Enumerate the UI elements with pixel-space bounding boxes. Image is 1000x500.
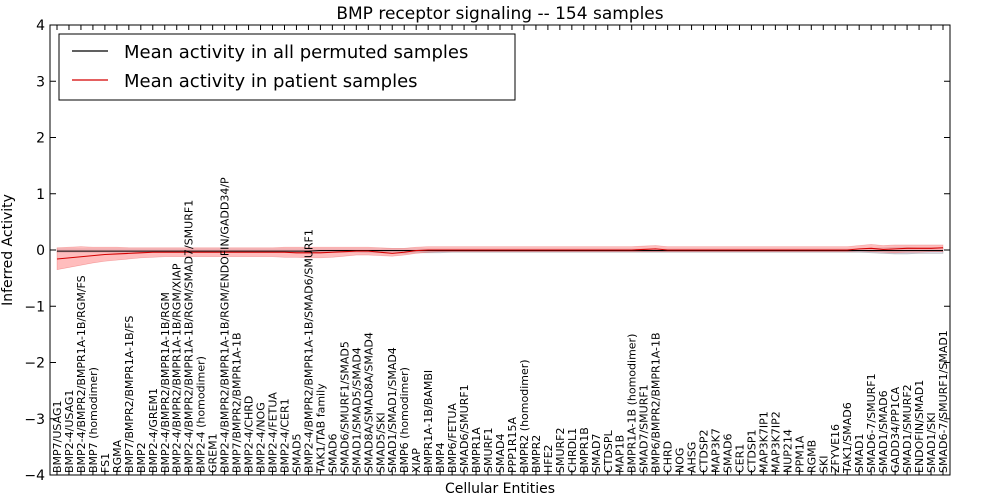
x-category-label: CTDSP1 bbox=[745, 430, 758, 473]
x-category-label: BMPR1B bbox=[578, 427, 591, 473]
x-category-label: BMP2-4/GREM1 bbox=[147, 388, 160, 473]
x-category-label: BMP2-4/BMPR2/BMPR1A-1B/RGM/FS bbox=[75, 275, 88, 473]
y-tick-label: 4 bbox=[36, 18, 45, 34]
x-category-label: SMAD1 bbox=[853, 434, 866, 473]
x-category-label: TAK1/TAB family bbox=[314, 383, 327, 474]
x-category-label: BMP2 bbox=[135, 442, 148, 473]
x-category-label: BMPR1A bbox=[470, 427, 483, 473]
x-category-label: BMP2-4/NOG bbox=[255, 402, 268, 473]
y-tick-label: −1 bbox=[24, 299, 45, 315]
x-category-label: TAK1/SMAD6 bbox=[841, 402, 854, 474]
x-category-label: SMAD7/SMURF1 bbox=[638, 384, 651, 473]
x-category-label: ENDOFIN/SMAD1 bbox=[913, 380, 926, 473]
y-tick-label: −2 bbox=[24, 356, 45, 372]
y-axis-label: Inferred Activity bbox=[0, 194, 16, 306]
x-category-label: CTDSP2 bbox=[698, 430, 711, 473]
x-category-label: BMPR2 (homodimer) bbox=[518, 359, 531, 473]
x-category-label: BMP2-4/CHRD bbox=[243, 396, 256, 473]
x-category-label: BMP6 (homodimer) bbox=[398, 367, 411, 473]
x-category-label: SMURF2 bbox=[554, 427, 567, 473]
line-series-0 bbox=[57, 250, 943, 252]
x-category-label: SMAD6 bbox=[721, 434, 734, 473]
x-category-label: BMP2-4 (homodimer) bbox=[195, 356, 208, 473]
x-category-label: SMAD6 bbox=[326, 434, 339, 473]
x-category-label: BMP2-4/FETUA bbox=[267, 392, 280, 473]
x-category-label: CER1 bbox=[733, 444, 746, 473]
x-category-label: AHSG bbox=[686, 442, 699, 473]
legend-label-permuted: Mean activity in all permuted samples bbox=[124, 42, 468, 63]
x-category-label: BMP2-4/BMPR2/BMPR1A-1B/SMAD6/SMURF1 bbox=[302, 229, 315, 473]
x-category-label: BMP2-4/BMPR2/BMPR1A-1B/RGM bbox=[159, 292, 172, 473]
x-category-label: CHRD bbox=[662, 441, 675, 473]
x-category-label: HFE2 bbox=[542, 444, 555, 473]
x-category-label: BMPR1A-1B (homodimer) bbox=[626, 334, 639, 473]
x-category-label: SMAD6/SMURF1 bbox=[458, 384, 471, 473]
x-category-label: SMAD1/SMAD1/SMAD4 bbox=[386, 347, 399, 473]
x-category-label: BMP7/BMPR2/BMPR1A-1B/FS bbox=[123, 316, 136, 473]
x-category-label: CTDSPL bbox=[602, 430, 615, 473]
x-category-label: SMAD7 bbox=[590, 434, 603, 473]
x-category-label: SMAD1/SMAD5/SMAD4 bbox=[350, 347, 363, 473]
x-category-label: SMAD1/SMURF2 bbox=[901, 384, 914, 473]
x-category-label: SMAD5 bbox=[290, 434, 303, 473]
x-category-label: NUP214 bbox=[781, 429, 794, 473]
x-category-label: SMAD5/SKI bbox=[374, 412, 387, 473]
x-category-label: SMAD6-7/SMURF1 bbox=[865, 373, 878, 473]
x-category-label: BMP2-4/CER1 bbox=[278, 398, 291, 473]
x-category-label: BMP7/BMPR2/BMPR1A-1B bbox=[231, 332, 244, 473]
legend-box bbox=[58, 33, 516, 101]
x-category-label: PPM1A bbox=[793, 435, 806, 473]
x-category-label: BMP6/FETUA bbox=[446, 403, 459, 473]
x-category-label: SMAD1/SKI bbox=[925, 412, 938, 473]
x-category-label: BMP2-4/BMPR2/BMPR1A-1B/RGM/SMAD7/SMURF1 bbox=[183, 200, 196, 473]
x-category-label: FS1 bbox=[99, 453, 112, 473]
x-category-label: BMP2-4/BMPR2/BMPR1A-1B/RGM/ENDOFIN/GADD3… bbox=[219, 177, 232, 473]
x-category-label: BMP2-4/BMPR2/BMPR1A-1B/RGM/XIAP bbox=[171, 263, 184, 473]
x-axis: BMP7/USAG1BMP2-4/USAG1BMP2-4/BMPR2/BMPR1… bbox=[51, 25, 950, 475]
x-category-label: SMURF1 bbox=[482, 428, 495, 474]
x-category-label: MAP3K7IP2 bbox=[769, 411, 782, 473]
x-category-label: MAP3K7 bbox=[710, 428, 723, 473]
legend-label-patient: Mean activity in patient samples bbox=[124, 71, 418, 92]
x-category-label: SMAD1/SMAD6 bbox=[877, 390, 890, 473]
y-axis: −4 −3 −2 −1 0 1 2 3 4 bbox=[24, 18, 950, 484]
chart-title: BMP receptor signaling -- 154 samples bbox=[336, 4, 663, 24]
x-category-label: CHRDL1 bbox=[566, 428, 579, 473]
x-category-label: SMAD6-7/SMURF1/SMAD1 bbox=[937, 330, 950, 473]
line-series-1 bbox=[56, 247, 944, 260]
x-category-label: BMPR1A-1B/BAMBI bbox=[422, 370, 435, 473]
x-category-label: SMAD8A/SMAD8A/SMAD4 bbox=[362, 332, 375, 473]
x-category-label: BMP2-4/USAG1 bbox=[63, 390, 76, 473]
x-category-label: SKI bbox=[817, 456, 830, 473]
x-category-label: PPP1R15A bbox=[506, 416, 519, 473]
x-category-label: MAP1B bbox=[614, 435, 627, 473]
x-axis-label: Cellular Entities bbox=[445, 481, 555, 497]
x-category-label: ZFYVE16 bbox=[829, 424, 842, 473]
x-category-label: NOG bbox=[674, 448, 687, 473]
x-category-label: SMAD4 bbox=[494, 434, 507, 473]
x-category-label: SMAD6/SMURF1/SMAD5 bbox=[338, 341, 351, 473]
legend: Mean activity in all permuted samples Me… bbox=[58, 33, 516, 101]
x-category-label: MAP3K7IP1 bbox=[757, 411, 770, 473]
y-tick-label: −3 bbox=[24, 412, 45, 428]
x-category-label: XIAP bbox=[410, 448, 423, 473]
y-tick-label: 0 bbox=[36, 243, 45, 259]
y-tick-label: −4 bbox=[24, 468, 45, 484]
x-category-label: GREM1 bbox=[207, 433, 220, 473]
x-category-label: BMP7/USAG1 bbox=[51, 401, 64, 473]
x-category-label: BMP7 (homodimer) bbox=[87, 367, 100, 473]
y-tick-label: 1 bbox=[36, 187, 45, 203]
y-tick-label: 3 bbox=[36, 74, 45, 90]
x-category-label: GADD34/PP1CA bbox=[889, 386, 902, 473]
x-category-label: RGMB bbox=[805, 440, 818, 473]
series-lines bbox=[56, 247, 944, 260]
x-category-label: BMP6/BMPR2/BMPR1A-1B bbox=[650, 332, 663, 473]
x-category-label: BMPR2 bbox=[530, 435, 543, 473]
x-category-label: RGMA bbox=[111, 439, 124, 473]
y-tick-label: 2 bbox=[36, 131, 45, 147]
x-category-label: BMP4 bbox=[434, 442, 447, 473]
